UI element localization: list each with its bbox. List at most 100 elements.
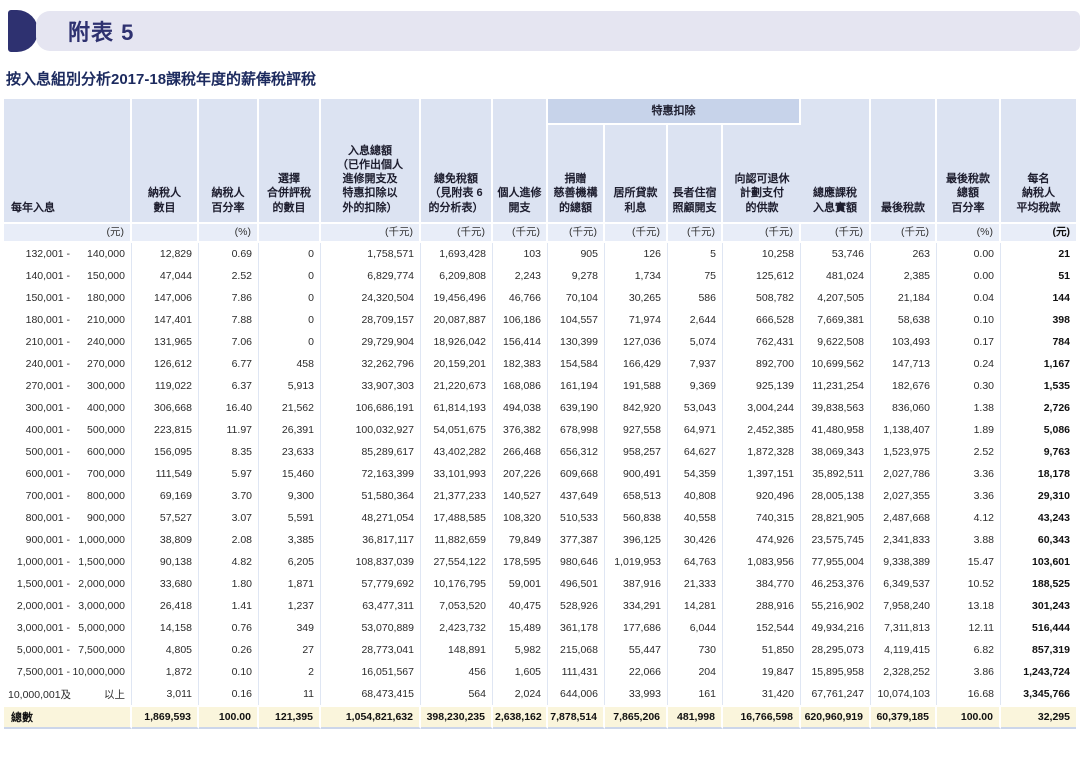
- unit-cell: (%): [199, 222, 259, 243]
- data-cell: 361,178: [548, 617, 605, 639]
- data-cell: 17,488,585: [421, 507, 493, 529]
- column-header: 每年入息: [4, 99, 132, 222]
- data-cell: 4.82: [199, 551, 259, 573]
- data-cell: 15,460: [259, 463, 321, 485]
- data-cell: 20,159,201: [421, 353, 493, 375]
- data-cell: 2,487,668: [871, 507, 937, 529]
- data-cell: 0.24: [937, 353, 1001, 375]
- table-row: 180,001 -210,000 147,401 7.88 0 28,709,157 20…: [4, 309, 1076, 331]
- data-cell: 148,891: [421, 639, 493, 661]
- data-cell: 182,383: [493, 353, 548, 375]
- column-header: 居所貸款 利息: [605, 125, 668, 222]
- data-cell: 21,562: [259, 397, 321, 419]
- data-cell: 1,734: [605, 265, 668, 287]
- data-cell: 15,895,958: [801, 661, 871, 683]
- unit-cell: [132, 222, 199, 243]
- data-cell: 456: [421, 661, 493, 683]
- unit-cell: (%): [937, 222, 1001, 243]
- data-cell: 4,119,415: [871, 639, 937, 661]
- data-cell: 9,622,508: [801, 331, 871, 353]
- data-cell: 9,300: [259, 485, 321, 507]
- table-row: 3,000,001 -5,000,000 14,158 0.76 349 53,070,…: [4, 617, 1076, 639]
- data-cell: 64,627: [668, 441, 723, 463]
- data-cell: 1,243,724: [1001, 661, 1076, 683]
- income-range-cell: 5,000,001 -7,500,000: [4, 639, 132, 661]
- data-cell: 892,700: [723, 353, 801, 375]
- unit-cell: (元): [1001, 222, 1076, 243]
- data-cell: 920,496: [723, 485, 801, 507]
- data-cell: 6,205: [259, 551, 321, 573]
- data-cell: 1,758,571: [321, 243, 421, 265]
- total-cell: 100.00: [199, 705, 259, 729]
- total-label: 總數: [4, 705, 132, 729]
- data-cell: 334,291: [605, 595, 668, 617]
- unit-cell: (千元): [493, 222, 548, 243]
- data-cell: 1,693,428: [421, 243, 493, 265]
- data-cell: 1,083,956: [723, 551, 801, 573]
- data-cell: 147,006: [132, 287, 199, 309]
- data-cell: 33,101,993: [421, 463, 493, 485]
- data-cell: 49,934,216: [801, 617, 871, 639]
- data-cell: 39,838,563: [801, 397, 871, 419]
- table-row: 150,001 -180,000 147,006 7.86 0 24,320,504 19…: [4, 287, 1076, 309]
- data-cell: 842,920: [605, 397, 668, 419]
- data-cell: 7,958,240: [871, 595, 937, 617]
- data-cell: 666,528: [723, 309, 801, 331]
- data-cell: 54,359: [668, 463, 723, 485]
- data-cell: 5,086: [1001, 419, 1076, 441]
- data-cell: 1,019,953: [605, 551, 668, 573]
- column-header: 最後稅款: [871, 99, 937, 222]
- data-cell: 215,068: [548, 639, 605, 661]
- data-cell: 60,343: [1001, 529, 1076, 551]
- unit-cell: [259, 222, 321, 243]
- data-cell: 22,066: [605, 661, 668, 683]
- data-cell: 21: [1001, 243, 1076, 265]
- data-cell: 7,311,813: [871, 617, 937, 639]
- data-cell: 3.36: [937, 485, 1001, 507]
- unit-cell: (千元): [871, 222, 937, 243]
- data-cell: 28,005,138: [801, 485, 871, 507]
- data-cell: 59,001: [493, 573, 548, 595]
- data-cell: 2.52: [937, 441, 1001, 463]
- data-cell: 1,237: [259, 595, 321, 617]
- data-cell: 396,125: [605, 529, 668, 551]
- data-cell: 6.37: [199, 375, 259, 397]
- data-cell: 26,418: [132, 595, 199, 617]
- data-cell: 0.00: [937, 265, 1001, 287]
- data-cell: 7,053,520: [421, 595, 493, 617]
- data-cell: 147,401: [132, 309, 199, 331]
- data-cell: 28,773,041: [321, 639, 421, 661]
- data-cell: 55,216,902: [801, 595, 871, 617]
- data-cell: 161: [668, 683, 723, 705]
- data-cell: 349: [259, 617, 321, 639]
- income-range-cell: 1,000,001 -1,500,000: [4, 551, 132, 573]
- data-cell: 516,444: [1001, 617, 1076, 639]
- data-cell: 64,971: [668, 419, 723, 441]
- data-cell: 586: [668, 287, 723, 309]
- data-cell: 1.89: [937, 419, 1001, 441]
- data-cell: 12.11: [937, 617, 1001, 639]
- data-cell: 678,998: [548, 419, 605, 441]
- income-range-cell: 700,001 -800,000: [4, 485, 132, 507]
- data-cell: 384,770: [723, 573, 801, 595]
- table-row: 5,000,001 -7,500,000 4,805 0.26 27 28,773,04…: [4, 639, 1076, 661]
- data-cell: 0: [259, 287, 321, 309]
- column-header: 最後稅款 總額 百分率: [937, 99, 1001, 222]
- data-cell: 644,006: [548, 683, 605, 705]
- data-cell: 166,429: [605, 353, 668, 375]
- data-cell: 43,402,282: [421, 441, 493, 463]
- data-cell: 85,289,617: [321, 441, 421, 463]
- data-cell: 3.86: [937, 661, 1001, 683]
- data-cell: 900,491: [605, 463, 668, 485]
- data-cell: 16.68: [937, 683, 1001, 705]
- total-cell: 1,869,593: [132, 705, 199, 729]
- data-cell: 41,480,958: [801, 419, 871, 441]
- data-cell: 36,817,117: [321, 529, 421, 551]
- data-cell: 0.30: [937, 375, 1001, 397]
- data-cell: 263: [871, 243, 937, 265]
- table-row: 600,001 -700,000 111,549 5.97 15,460 72,163,…: [4, 463, 1076, 485]
- income-range-cell: 3,000,001 -5,000,000: [4, 617, 132, 639]
- total-cell: 16,766,598: [723, 705, 801, 729]
- data-cell: 156,095: [132, 441, 199, 463]
- data-cell: 108,837,039: [321, 551, 421, 573]
